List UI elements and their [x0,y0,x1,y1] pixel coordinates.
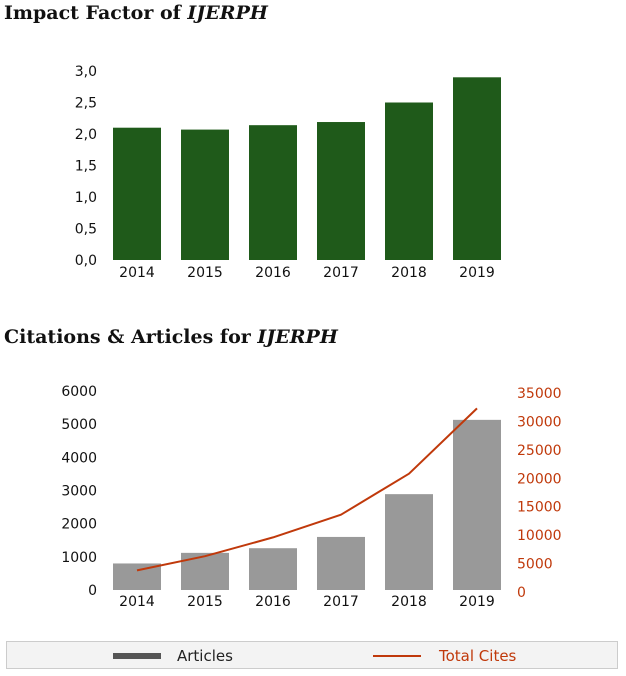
cites-y-tick-label: 15000 [517,500,562,516]
impact-y-tick-label: 2,0 [75,127,97,143]
impact-bar-2016 [249,125,297,261]
impact-y-tick-label: 0,0 [75,253,97,269]
impact-factor-chart: 0,0 0,5 1,0 1,5 2,0 2,5 3,0 2014 2015 2016 2017 201… [75,64,501,281]
articles-bar-2015 [181,552,229,590]
citations-x-tick-label: 2015 [187,594,223,610]
impact-y-tick-label: 1,0 [75,190,97,206]
articles-y-tick-label: 6000 [61,384,97,400]
impact-y-tick-label: 3,0 [75,64,97,80]
impact-factor-title-text: Impact Factor of [4,2,188,24]
impact-bar-2017 [317,122,365,260]
citations-articles-title-journal: IJERPH [257,326,338,348]
articles-bar-2016 [249,548,297,590]
articles-y-tick-label: 0 [88,583,97,599]
impact-bar-2018 [385,102,433,260]
articles-y-tick-label: 2000 [61,517,97,533]
impact-bar-2014 [113,127,161,260]
articles-bar-2019 [453,419,501,590]
citations-x-tick-label: 2014 [119,594,155,610]
articles-bar-2017 [317,536,365,590]
cites-y-tick-label: 25000 [517,443,562,459]
total-cites-line [136,407,478,572]
impact-factor-title-journal: IJERPH [187,2,268,24]
citations-articles-chart: 0 1000 2000 3000 4000 5000 6000 0 5000 10000 15000… [61,384,562,610]
legend-item-articles[interactable]: Articles [113,646,233,666]
legend-item-total-cites[interactable]: Total Cites [373,646,516,666]
cites-y-tick-label: 10000 [517,528,562,544]
articles-y-tick-label: 1000 [61,550,97,566]
impact-x-tick-label: 2016 [255,265,291,281]
citations-x-tick-label: 2019 [459,594,495,610]
articles-bar-2018 [385,494,433,590]
cites-y-tick-label: 30000 [517,414,562,430]
citations-x-tick-label: 2018 [391,594,427,610]
chart-legend: Articles Total Cites [6,641,618,669]
citations-x-tick-label: 2017 [323,594,359,610]
articles-y-tick-label: 4000 [61,450,97,466]
impact-x-tick-label: 2015 [187,265,223,281]
impact-factor-title: Impact Factor of IJERPH [4,2,268,24]
impact-x-tick-label: 2019 [459,265,495,281]
impact-x-tick-label: 2018 [391,265,427,281]
legend-swatch-articles [113,653,161,659]
impact-bar-2019 [453,77,501,260]
cites-y-tick-label: 35000 [517,386,562,402]
impact-y-tick-label: 2,5 [75,96,97,112]
cites-y-tick-label: 0 [517,585,526,601]
impact-x-tick-label: 2017 [323,265,359,281]
impact-y-tick-label: 0,5 [75,222,97,238]
impact-y-tick-label: 1,5 [75,159,97,175]
citations-articles-title-text: Citations & Articles for [4,326,258,348]
legend-label-articles: Articles [177,647,233,665]
articles-y-tick-label: 3000 [61,484,97,500]
cites-y-tick-label: 20000 [517,471,562,487]
legend-label-total-cites: Total Cites [439,647,517,665]
citations-x-tick-label: 2016 [255,594,291,610]
impact-bar-2015 [181,129,229,260]
legend-swatch-total-cites [373,655,421,657]
citations-articles-title: Citations & Articles for IJERPH [4,326,338,348]
articles-y-tick-label: 5000 [61,417,97,433]
cites-y-tick-label: 5000 [517,557,553,573]
impact-x-tick-label: 2014 [119,265,155,281]
